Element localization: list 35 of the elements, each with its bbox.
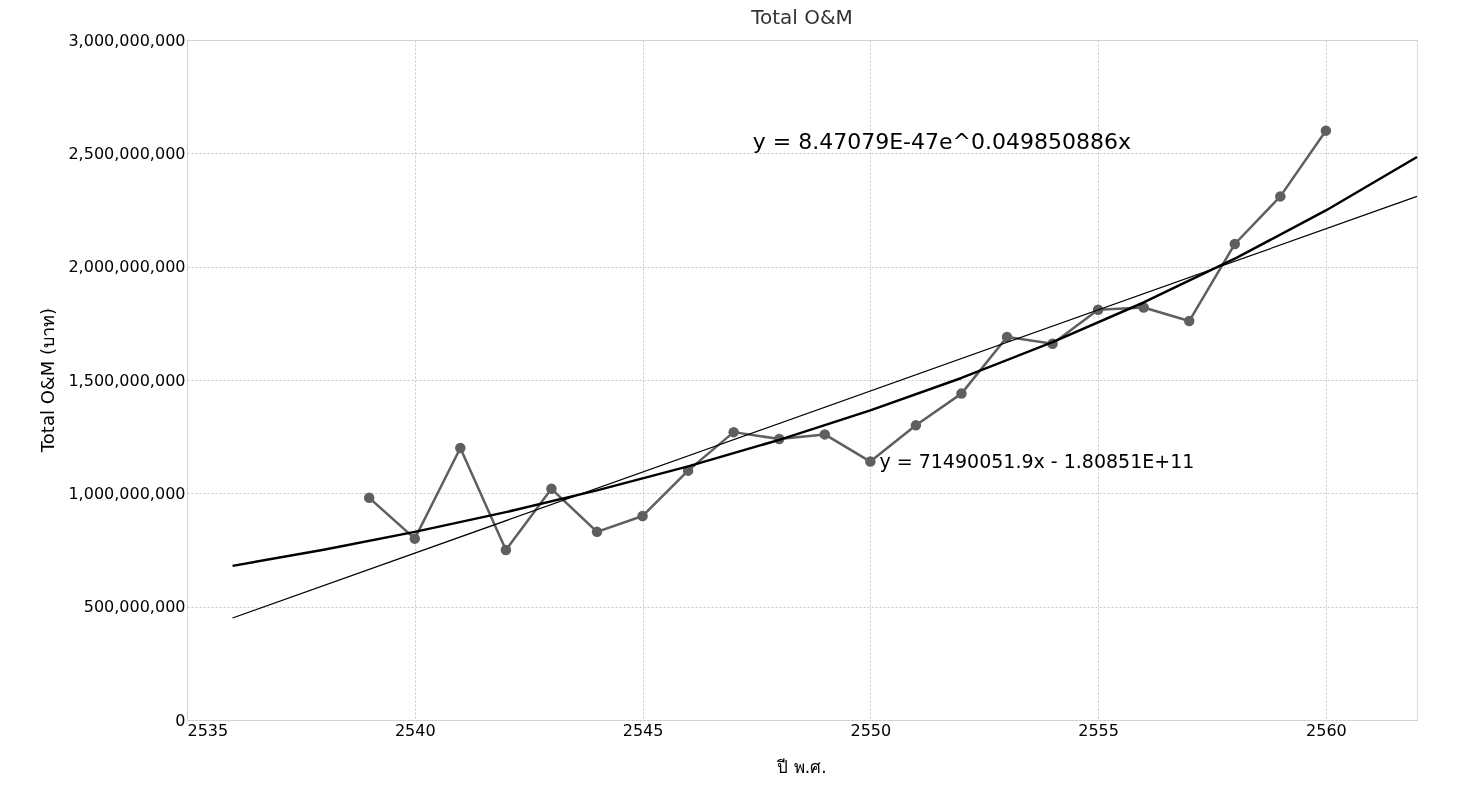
annotation: y = 8.47079E-47e^0.049850886x [752, 129, 1131, 154]
point [1275, 191, 1286, 202]
point [819, 429, 831, 440]
y-tick-label: 2,000,000,000 [68, 257, 186, 277]
point [500, 544, 512, 556]
point [591, 526, 603, 538]
point [956, 388, 967, 399]
x-tick-label: 2560 [1306, 720, 1347, 740]
point [409, 533, 421, 544]
point [1183, 315, 1195, 327]
x-tick-label: 2555 [1078, 720, 1119, 740]
annotation: y = 71490051.9x - 1.80851E+11 [879, 449, 1195, 472]
x-tick-label: 2550 [850, 720, 892, 740]
y-tick-label: 1,500,000,000 [68, 370, 186, 390]
point [1320, 125, 1332, 136]
x-axis-title: ปี พ.ศ. [776, 757, 827, 777]
point [637, 510, 648, 522]
y-axis-title: Total O&M (บาท) [37, 307, 58, 454]
y-tick-label: 3,000,000,000 [68, 30, 186, 50]
y-tick-label: 500,000,000 [83, 597, 186, 617]
point [865, 456, 876, 467]
point [455, 442, 466, 454]
y-tick-label: 2,500,000,000 [68, 143, 186, 163]
chart-title: Total O&M [750, 5, 853, 29]
point [728, 426, 739, 438]
y-tick-label: 0 [175, 710, 186, 730]
point [1001, 331, 1013, 343]
point [546, 483, 557, 495]
x-tick-label: 2535 [187, 720, 229, 740]
point [910, 420, 922, 431]
x-tick-label: 2545 [622, 720, 664, 740]
x-tick-label: 2540 [394, 720, 436, 740]
point [363, 492, 375, 504]
point [1229, 238, 1241, 250]
y-tick-label: 1,000,000,000 [68, 483, 186, 503]
